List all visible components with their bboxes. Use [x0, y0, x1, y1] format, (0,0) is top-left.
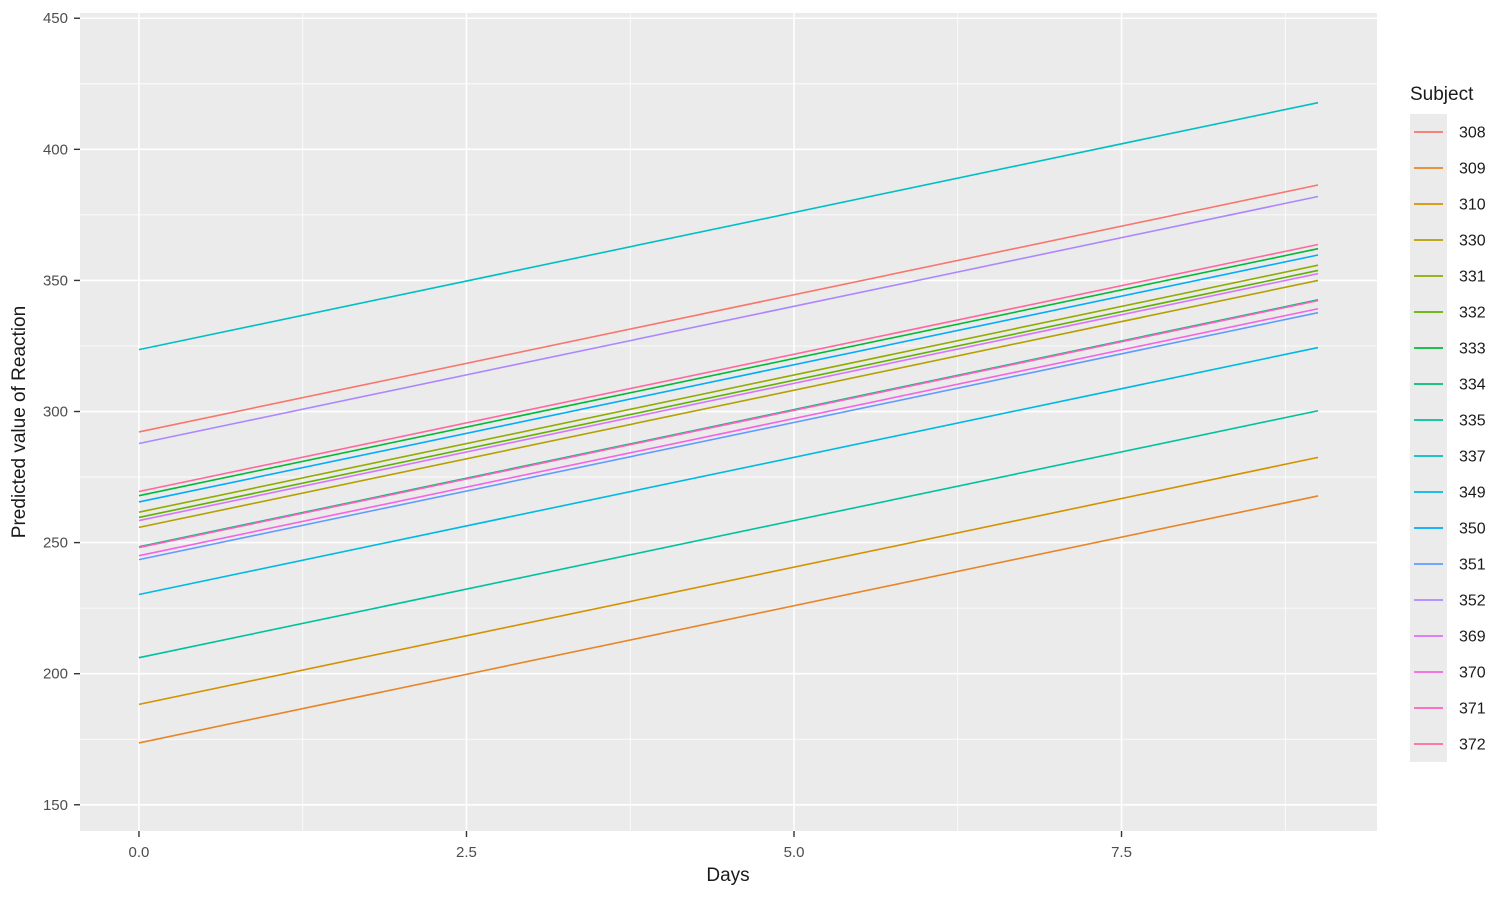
legend-entry-372: 372	[1410, 726, 1486, 762]
legend-label: 332	[1459, 305, 1486, 322]
y-tick-label: 150	[43, 797, 68, 814]
legend-label: 309	[1459, 161, 1486, 178]
y-tick-label: 250	[43, 535, 68, 552]
legend-label: 349	[1459, 485, 1486, 502]
legend-label: 308	[1459, 125, 1486, 142]
legend-entry-335: 335	[1410, 402, 1486, 438]
legend-entry-352: 352	[1410, 582, 1486, 618]
series-line-351	[138, 311, 1319, 561]
x-tick-label: 5.0	[784, 844, 805, 861]
legend-label: 330	[1459, 233, 1486, 250]
legend-entry-332: 332	[1410, 294, 1486, 330]
legend-label: 351	[1459, 557, 1486, 574]
y-tick-label: 200	[43, 666, 68, 683]
legend-label: 333	[1459, 341, 1486, 358]
axes: 0.0 2.5 5.0 7.5 150 200 250 300 350 400 450	[43, 10, 1132, 861]
series-line-337	[138, 101, 1319, 351]
legend-title: Subject	[1410, 84, 1474, 105]
legend-label: 337	[1459, 449, 1486, 466]
legend-entry-370: 370	[1410, 654, 1486, 690]
series-line-371	[138, 299, 1319, 549]
legend: 308 309 310 330 331 332 333 334 335 337 349 350 351 3…	[1410, 114, 1486, 762]
series-line-369	[138, 272, 1319, 522]
x-tick-label: 7.5	[1111, 844, 1132, 861]
series-line-350	[138, 254, 1319, 503]
y-tick-label: 450	[43, 10, 68, 27]
legend-entry-331: 331	[1410, 258, 1486, 294]
y-tick-label: 350	[43, 272, 68, 289]
series-line-310	[138, 456, 1319, 706]
legend-entry-350: 350	[1410, 510, 1486, 546]
y-tick-label: 300	[43, 404, 68, 421]
legend-label: 372	[1459, 737, 1486, 754]
legend-entry-308: 308	[1410, 114, 1486, 150]
x-axis-title: Days	[706, 865, 749, 886]
plot-panel	[80, 13, 1377, 831]
y-tick-label: 400	[43, 141, 68, 158]
series-line-349	[138, 346, 1319, 596]
series-line-330	[138, 279, 1319, 529]
legend-label: 352	[1459, 593, 1486, 610]
panel-background	[80, 13, 1377, 831]
legend-label: 310	[1459, 197, 1486, 214]
legend-entry-369: 369	[1410, 618, 1486, 654]
legend-entry-371: 371	[1410, 690, 1486, 726]
series-line-308	[138, 184, 1319, 433]
legend-entry-310: 310	[1410, 186, 1486, 222]
series-line-370	[138, 307, 1319, 557]
series-line-333	[138, 247, 1319, 497]
series-line-331	[138, 264, 1319, 513]
legend-entry-351: 351	[1410, 546, 1486, 582]
legend-label: 371	[1459, 701, 1486, 718]
y-axis-title: Predicted value of Reaction	[9, 306, 30, 538]
legend-entry-334: 334	[1410, 366, 1486, 402]
legend-entry-333: 333	[1410, 330, 1486, 366]
legend-label: 350	[1459, 521, 1486, 538]
series-line-352	[138, 195, 1319, 445]
series-line-309	[138, 495, 1319, 744]
legend-label: 369	[1459, 629, 1486, 646]
series-line-332	[138, 269, 1319, 519]
series-line-335	[138, 409, 1319, 659]
x-tick-label: 2.5	[456, 844, 477, 861]
legend-label: 334	[1459, 377, 1486, 394]
legend-label: 370	[1459, 665, 1486, 682]
legend-label: 331	[1459, 269, 1486, 286]
legend-entry-337: 337	[1410, 438, 1486, 474]
legend-entry-330: 330	[1410, 222, 1486, 258]
x-tick-label: 0.0	[129, 844, 150, 861]
legend-label: 335	[1459, 413, 1486, 430]
legend-entry-309: 309	[1410, 150, 1486, 186]
legend-entry-349: 349	[1410, 474, 1486, 510]
series-line-372	[138, 243, 1319, 493]
